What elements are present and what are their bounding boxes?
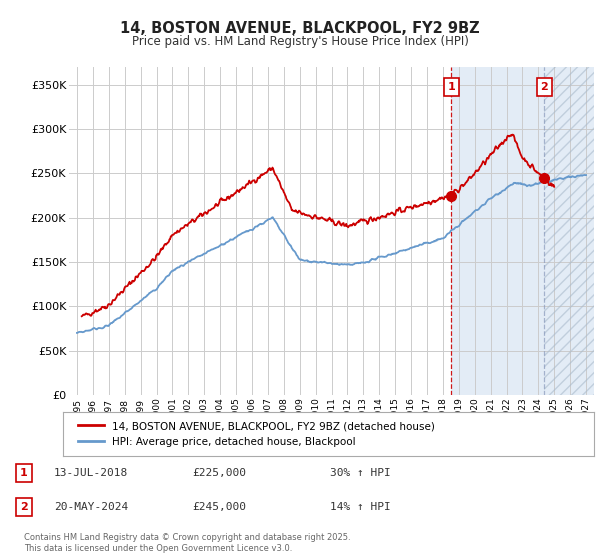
Text: £245,000: £245,000 — [192, 502, 246, 512]
Text: Contains HM Land Registry data © Crown copyright and database right 2025.
This d: Contains HM Land Registry data © Crown c… — [24, 533, 350, 553]
Text: 30% ↑ HPI: 30% ↑ HPI — [330, 468, 391, 478]
Text: 2: 2 — [541, 82, 548, 92]
Text: 1: 1 — [448, 82, 455, 92]
Legend: 14, BOSTON AVENUE, BLACKPOOL, FY2 9BZ (detached house), HPI: Average price, deta: 14, BOSTON AVENUE, BLACKPOOL, FY2 9BZ (d… — [74, 417, 439, 451]
Text: Price paid vs. HM Land Registry's House Price Index (HPI): Price paid vs. HM Land Registry's House … — [131, 35, 469, 48]
Text: 13-JUL-2018: 13-JUL-2018 — [54, 468, 128, 478]
Text: 1: 1 — [20, 468, 28, 478]
Text: 20-MAY-2024: 20-MAY-2024 — [54, 502, 128, 512]
Text: 14% ↑ HPI: 14% ↑ HPI — [330, 502, 391, 512]
Text: £225,000: £225,000 — [192, 468, 246, 478]
Text: 14, BOSTON AVENUE, BLACKPOOL, FY2 9BZ: 14, BOSTON AVENUE, BLACKPOOL, FY2 9BZ — [120, 21, 480, 36]
Bar — [544, 67, 594, 395]
Text: 2: 2 — [20, 502, 28, 512]
Bar — [451, 67, 594, 395]
